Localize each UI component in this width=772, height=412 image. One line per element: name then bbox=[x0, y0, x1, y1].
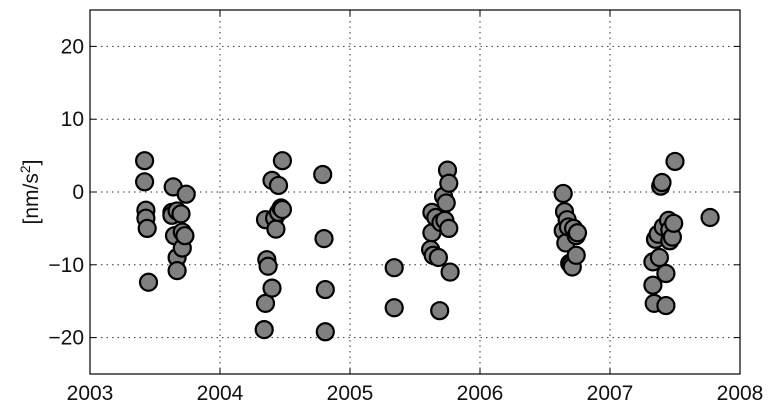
data-point bbox=[137, 218, 157, 238]
y-tick-labels: −20 −10 0 10 20 bbox=[48, 35, 84, 349]
y-tick-label: −10 bbox=[48, 254, 84, 277]
data-point bbox=[313, 164, 333, 185]
data-points bbox=[135, 151, 720, 342]
x-tick-label: 2008 bbox=[717, 382, 764, 405]
data-point bbox=[135, 151, 155, 171]
data-point bbox=[439, 218, 459, 238]
data-point bbox=[652, 172, 672, 193]
data-point bbox=[254, 319, 274, 340]
data-point bbox=[135, 172, 155, 192]
data-point bbox=[272, 199, 292, 220]
data-point bbox=[171, 204, 191, 224]
data-point bbox=[268, 175, 289, 196]
data-point bbox=[384, 298, 404, 318]
data-point bbox=[262, 278, 282, 298]
data-point bbox=[266, 219, 286, 239]
data-point bbox=[315, 279, 335, 300]
x-tick-label: 2004 bbox=[197, 382, 244, 405]
data-point bbox=[138, 272, 159, 292]
data-point bbox=[384, 258, 404, 278]
y-axis-label-close: ] bbox=[20, 160, 43, 166]
y-tick-label: 20 bbox=[61, 35, 84, 58]
x-tick-label: 2007 bbox=[587, 382, 634, 405]
data-point bbox=[567, 223, 588, 243]
data-point bbox=[428, 247, 448, 268]
data-point bbox=[649, 247, 670, 268]
data-point bbox=[436, 193, 456, 213]
data-point bbox=[553, 183, 573, 204]
ticks bbox=[89, 10, 741, 374]
data-point bbox=[439, 173, 459, 193]
data-point bbox=[315, 322, 335, 342]
data-point bbox=[656, 295, 676, 316]
y-tick-label: −20 bbox=[48, 327, 84, 350]
y-axis-label: [nm/s2] bbox=[17, 160, 43, 225]
data-point bbox=[430, 301, 450, 321]
data-point bbox=[440, 262, 460, 282]
y-tick-label: 0 bbox=[72, 181, 84, 204]
x-tick-labels: 2003 2004 2005 2006 2007 2008 bbox=[67, 382, 764, 405]
grid bbox=[90, 10, 740, 374]
y-axis-label-superscript: 2 bbox=[17, 165, 33, 173]
data-point bbox=[176, 184, 196, 204]
x-tick-label: 2005 bbox=[327, 382, 374, 405]
data-point bbox=[272, 151, 292, 171]
data-point bbox=[665, 151, 685, 172]
data-point bbox=[566, 245, 586, 265]
data-point bbox=[167, 261, 187, 281]
data-point bbox=[656, 263, 676, 284]
data-point bbox=[314, 228, 334, 249]
data-point bbox=[643, 275, 663, 295]
x-tick-label: 2003 bbox=[67, 382, 114, 405]
data-point bbox=[664, 213, 684, 233]
x-tick-label: 2006 bbox=[457, 382, 504, 405]
data-point bbox=[258, 256, 278, 276]
data-point bbox=[700, 207, 720, 228]
data-point bbox=[175, 226, 195, 246]
y-tick-label: 10 bbox=[61, 108, 84, 131]
